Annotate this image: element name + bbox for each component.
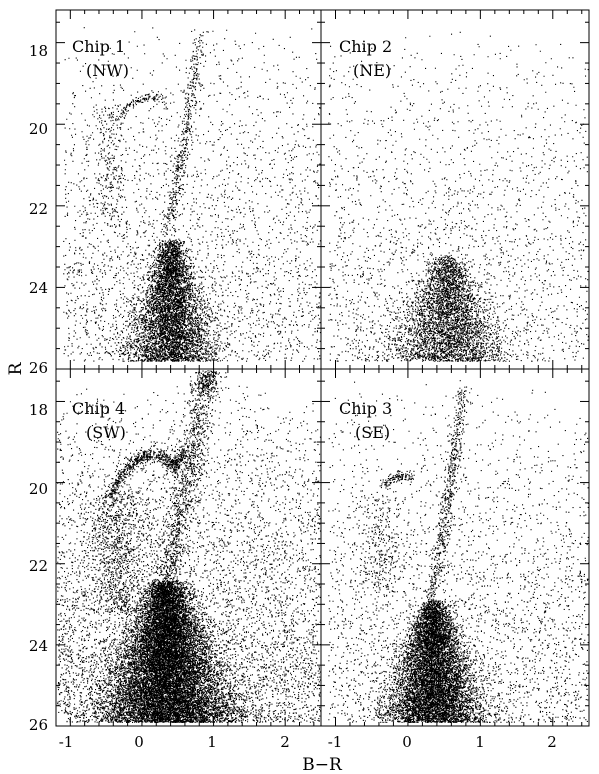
x-tick-label: 1	[207, 733, 217, 751]
y-tick-label: 24	[29, 637, 48, 655]
y-tick-label: 20	[29, 120, 48, 138]
x-tick-label: -1	[328, 733, 343, 751]
y-tick-label: 22	[29, 200, 48, 218]
x-tick-label: 0	[402, 733, 412, 751]
x-tick-label: -1	[59, 733, 74, 751]
scatter-points-chip2	[328, 31, 589, 362]
y-tick-label: 18	[29, 42, 48, 60]
scatter-points	[328, 380, 589, 723]
panel-label-chip3-location: (SE)	[355, 423, 390, 442]
panel-frame-bottom-right	[320, 368, 590, 727]
scatter-points-chip3	[328, 380, 589, 723]
y-axis-label: R	[6, 361, 26, 375]
x-tick-label: 2	[280, 733, 290, 751]
y-tick-label: 20	[29, 480, 48, 498]
scatter-points	[328, 31, 589, 362]
panel-label-chip1: Chip 1	[72, 37, 125, 56]
axis-ticks	[56, 10, 589, 726]
panel-label-chip4-location: (SW)	[86, 423, 126, 442]
scatter-points	[57, 370, 322, 723]
y-tick-label: 26	[29, 359, 48, 377]
panel-label-chip2: Chip 2	[339, 37, 392, 56]
panel-label-chip4: Chip 4	[72, 399, 125, 418]
x-tick-label: 1	[475, 733, 485, 751]
scatter-points-chip1	[63, 27, 321, 362]
panel-label-chip2-location: (NE)	[353, 61, 391, 80]
scatter-points-chip4	[57, 370, 322, 723]
y-tick-label: 26	[29, 716, 48, 734]
panel-label-chip1-location: (NW)	[86, 61, 129, 80]
y-tick-label: 22	[29, 557, 48, 575]
x-axis-label: B−R	[302, 755, 343, 774]
x-tick-label: 2	[547, 733, 557, 751]
panel-label-chip3: Chip 3	[339, 399, 392, 418]
scatter-points	[63, 27, 321, 362]
x-tick-label: 0	[134, 733, 144, 751]
y-tick-label: 24	[29, 279, 48, 297]
y-tick-label: 18	[29, 401, 48, 419]
